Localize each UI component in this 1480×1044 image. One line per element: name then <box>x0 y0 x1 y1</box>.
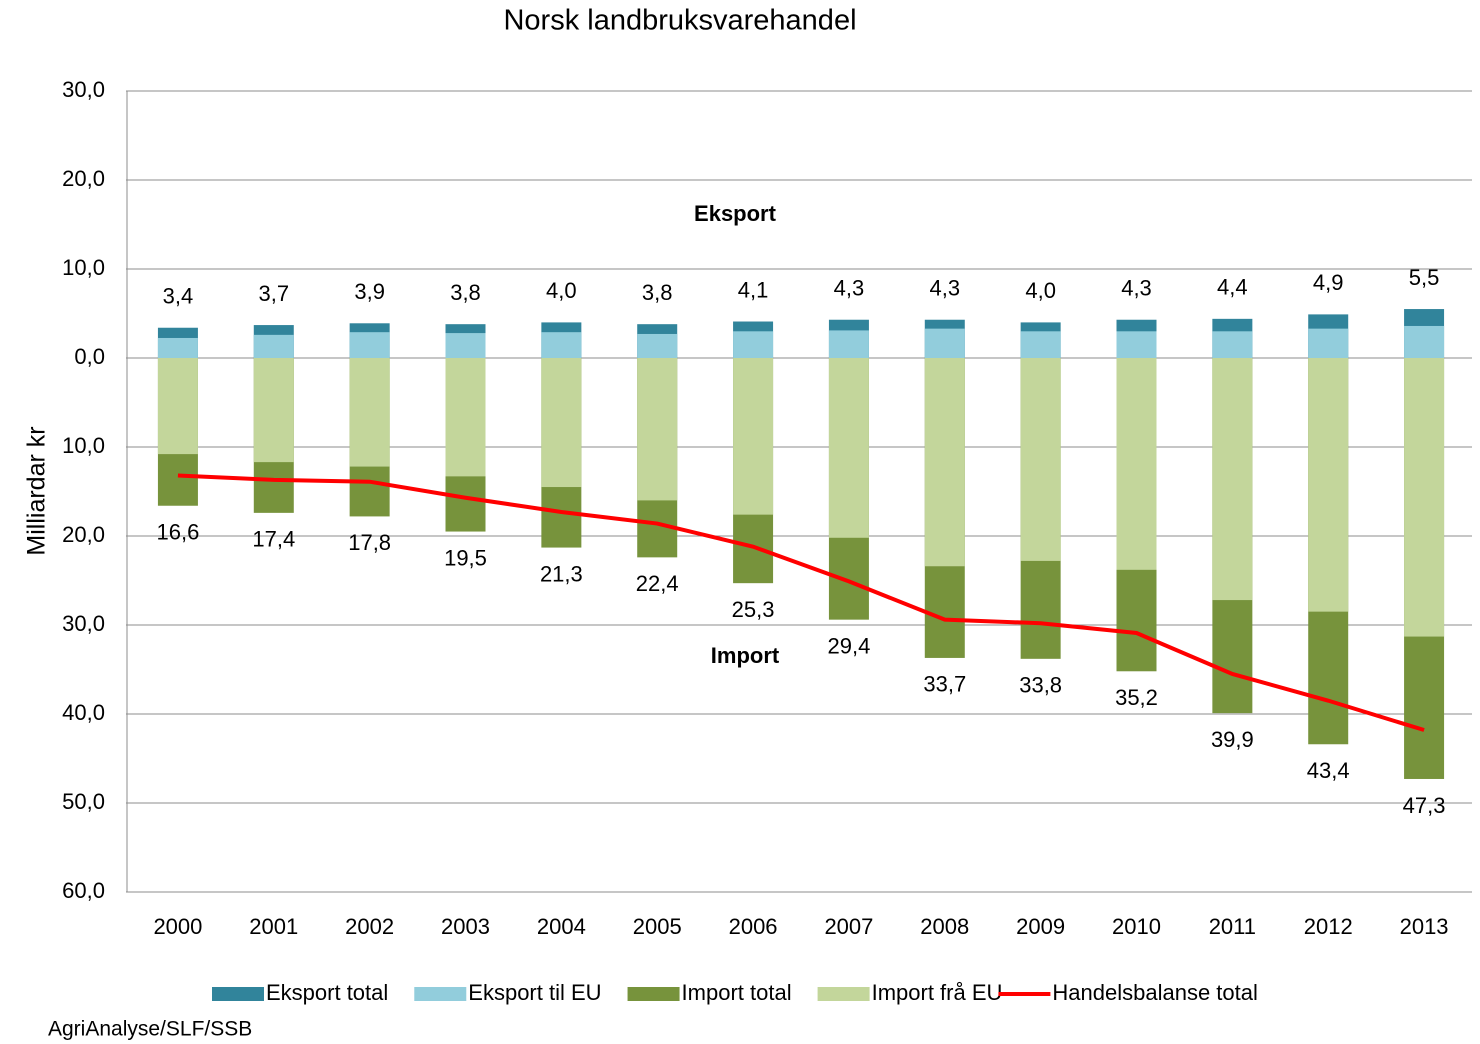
x-tick-label: 2004 <box>537 914 586 939</box>
data-label: 4,4 <box>1217 275 1248 300</box>
data-label: 3,4 <box>163 284 194 309</box>
data-label: 4,3 <box>834 276 865 301</box>
data-label: 47,3 <box>1403 793 1446 818</box>
x-tick-label: 2008 <box>920 914 969 939</box>
y-tick-label: 10,0 <box>62 255 105 280</box>
data-label: 4,0 <box>1025 278 1056 303</box>
legend-swatch <box>414 987 467 1001</box>
data-label: 43,4 <box>1307 758 1350 783</box>
data-label: 35,2 <box>1115 685 1158 710</box>
bar <box>1116 331 1157 358</box>
data-label: 29,4 <box>828 633 871 658</box>
x-tick-label: 2005 <box>633 914 682 939</box>
y-tick-label: 30,0 <box>62 611 105 636</box>
bar <box>637 333 678 358</box>
annotation: Import <box>711 643 780 668</box>
bar <box>253 358 294 463</box>
x-tick-label: 2012 <box>1304 914 1353 939</box>
legend-swatch <box>212 987 264 1001</box>
x-tick-label: 2002 <box>345 914 394 939</box>
bar <box>157 358 198 455</box>
x-tick-label: 2001 <box>249 914 298 939</box>
bar <box>253 334 294 358</box>
legend-label: Import frå EU <box>872 980 1003 1005</box>
data-label: 4,3 <box>929 276 960 301</box>
y-tick-label: 60,0 <box>62 878 105 903</box>
data-label: 4,0 <box>546 278 577 303</box>
data-label: 17,4 <box>252 527 295 552</box>
bar <box>828 358 869 538</box>
bar <box>1020 331 1061 358</box>
legend-label: Import total <box>682 980 792 1005</box>
x-tick-label: 2007 <box>824 914 873 939</box>
data-label: 21,3 <box>540 561 583 586</box>
bar <box>1212 331 1253 358</box>
bar <box>924 358 965 567</box>
x-tick-label: 2006 <box>729 914 778 939</box>
legend-label: Eksport total <box>266 980 388 1005</box>
data-label: 4,3 <box>1121 276 1152 301</box>
data-label: 4,1 <box>738 277 769 302</box>
y-tick-label: 0,0 <box>74 344 105 369</box>
bar <box>445 333 486 358</box>
bar <box>1116 358 1157 570</box>
x-tick-label: 2013 <box>1400 914 1449 939</box>
bar <box>1308 358 1349 612</box>
line <box>177 473 1425 732</box>
annotation: Eksport <box>694 201 777 226</box>
data-label: 4,9 <box>1313 270 1344 295</box>
legend-swatch <box>627 987 680 1001</box>
bar <box>349 358 390 467</box>
bar <box>541 332 582 358</box>
data-label: 3,7 <box>258 281 289 306</box>
bar <box>924 328 965 358</box>
data-label: 22,4 <box>636 571 679 596</box>
bar <box>1212 358 1253 601</box>
bar <box>1404 358 1445 637</box>
y-tick-label: 40,0 <box>62 700 105 725</box>
data-label: 25,3 <box>732 597 775 622</box>
y-tick-label: 20,0 <box>62 166 105 191</box>
bar <box>1308 328 1349 358</box>
bar <box>541 358 582 488</box>
bar <box>828 330 869 358</box>
data-label: 3,9 <box>354 279 385 304</box>
y-tick-label: 10,0 <box>62 433 105 458</box>
x-tick-label: 2003 <box>441 914 490 939</box>
bar <box>349 332 390 358</box>
x-tick-label: 2011 <box>1209 914 1256 939</box>
data-label: 19,5 <box>444 545 487 570</box>
y-axis-label: Milliardar kr <box>23 426 51 555</box>
data-label: 3,8 <box>642 280 673 305</box>
bar <box>1020 358 1061 561</box>
data-label: 5,5 <box>1409 265 1440 290</box>
bar <box>445 358 486 477</box>
legend-label: Handelsbalanse total <box>1052 980 1257 1005</box>
bar <box>733 331 774 358</box>
y-tick-label: 20,0 <box>62 522 105 547</box>
source: AgriAnalyse/SLF/SSB <box>48 1018 252 1041</box>
x-tick-label: 2009 <box>1016 914 1065 939</box>
bar <box>157 337 198 358</box>
x-tick-label: 2000 <box>153 914 202 939</box>
data-label: 33,7 <box>923 672 966 697</box>
data-label: 39,9 <box>1211 727 1254 752</box>
y-tick-label: 50,0 <box>62 789 105 814</box>
y-tick-label: 30,0 <box>62 77 105 102</box>
data-label: 16,6 <box>157 520 200 545</box>
chart-title: Norsk landbruksvarehandel <box>503 5 856 37</box>
bar <box>637 358 678 501</box>
legend-label: Eksport til EU <box>468 980 601 1005</box>
data-label: 3,8 <box>450 280 481 305</box>
data-label: 33,8 <box>1019 673 1062 698</box>
data-label: 17,8 <box>348 530 391 555</box>
bar <box>1404 325 1445 358</box>
bar <box>733 358 774 515</box>
legend-swatch <box>817 987 870 1001</box>
x-tick-label: 2010 <box>1112 914 1161 939</box>
